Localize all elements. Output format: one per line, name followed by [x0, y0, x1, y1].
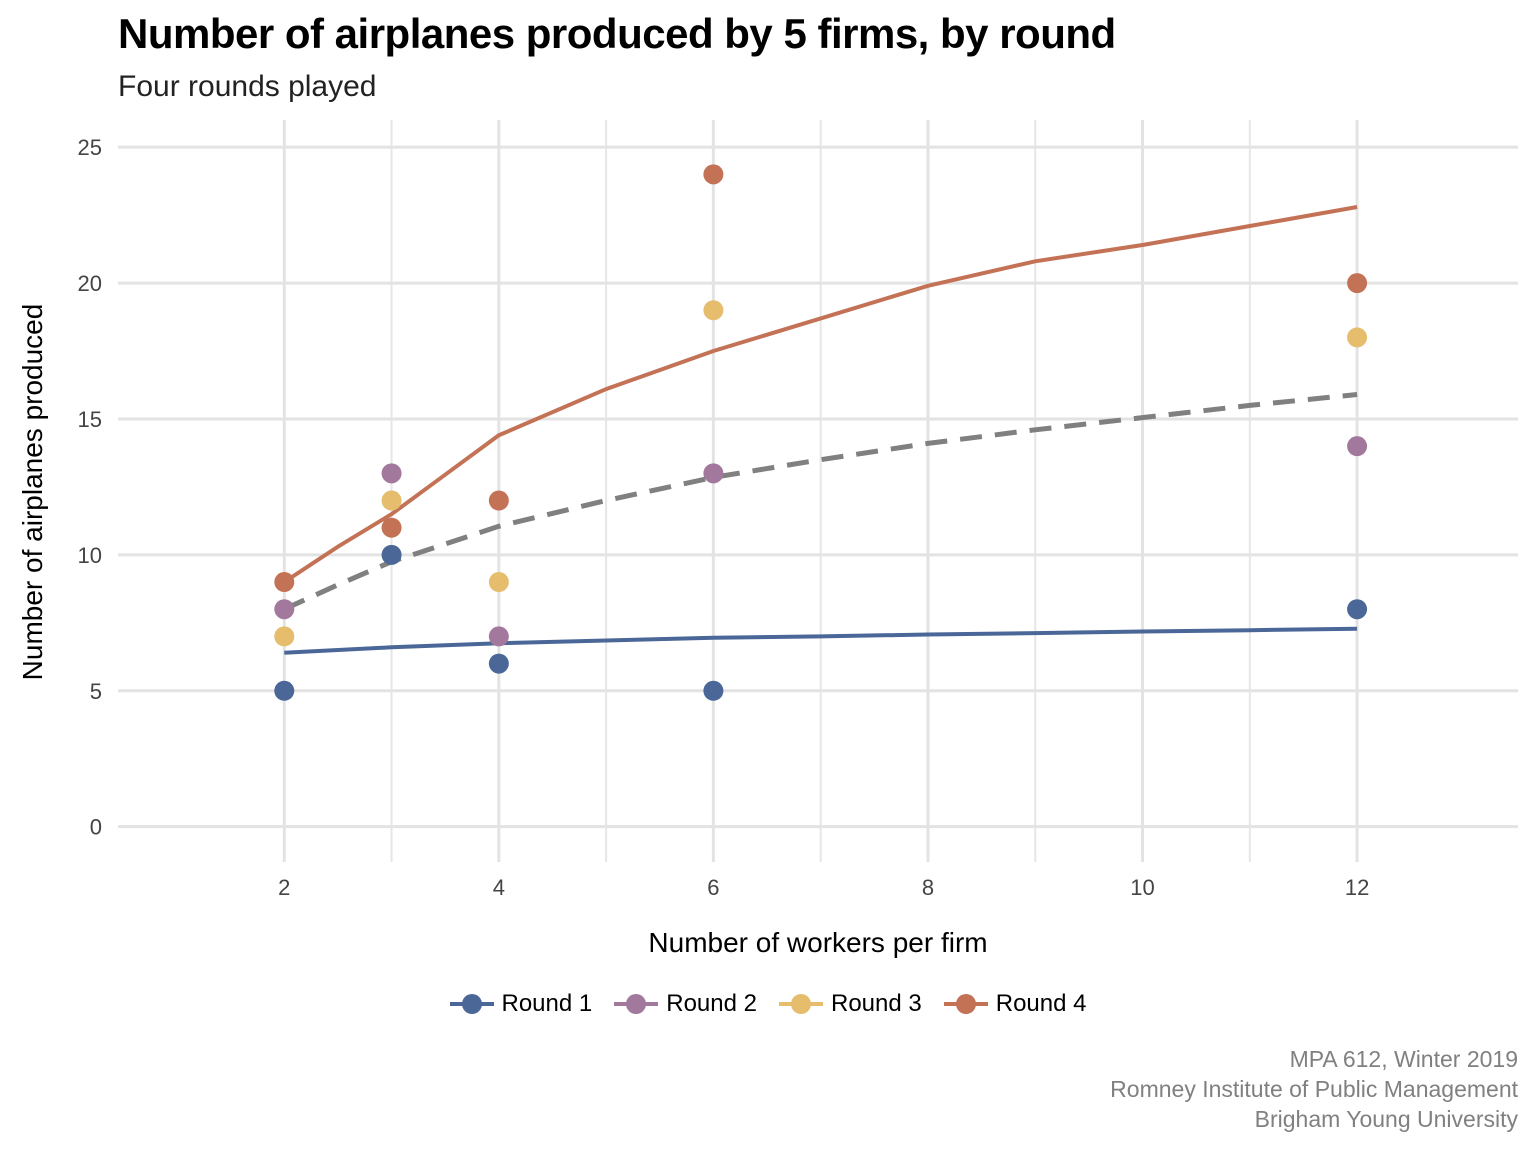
- point-round-2: [381, 463, 402, 484]
- point-round-4: [1347, 273, 1368, 294]
- caption: MPA 612, Winter 2019 Romney Institute of…: [1110, 1044, 1518, 1134]
- x-axis-title: Number of workers per firm: [648, 927, 987, 958]
- point-round-4: [381, 517, 402, 538]
- caption-line-2: Romney Institute of Public Management: [1110, 1076, 1518, 1102]
- legend-item-round-3: Round 3: [779, 990, 922, 1018]
- data-points: [274, 164, 1368, 701]
- point-round-2: [488, 626, 509, 647]
- point-round-3: [1347, 327, 1368, 348]
- y-tick-label: 0: [90, 815, 102, 840]
- legend-item-round-4: Round 4: [943, 990, 1087, 1018]
- legend-label: Round 3: [831, 990, 922, 1017]
- point-round-1: [1347, 599, 1368, 620]
- point-round-1: [274, 680, 295, 701]
- y-tick-label: 25: [78, 135, 102, 160]
- y-tick-label: 5: [90, 679, 102, 704]
- legend-label: Round 4: [995, 990, 1087, 1017]
- x-tick-label: 6: [707, 875, 719, 900]
- point-round-3: [381, 490, 402, 511]
- legend-key: [614, 992, 659, 1016]
- legend-item-round-1: Round 1: [449, 990, 593, 1018]
- point-round-3: [703, 300, 724, 321]
- y-tick-label: 15: [78, 407, 102, 432]
- legend-label: Round 1: [501, 990, 593, 1017]
- caption-line-1: MPA 612, Winter 2019: [1289, 1046, 1518, 1072]
- x-tick-label: 10: [1130, 875, 1154, 900]
- x-tick-label: 4: [493, 875, 505, 900]
- x-tick-label: 12: [1345, 875, 1369, 900]
- point-round-1: [703, 680, 724, 701]
- fit-line-round-1: [284, 626, 1358, 655]
- point-round-4: [274, 572, 295, 593]
- caption-line-3: Brigham Young University: [1254, 1106, 1518, 1132]
- legend-label: Round 2: [666, 990, 757, 1017]
- chart-subtitle: Four rounds played: [118, 70, 377, 103]
- fit-line-round-4: [283, 205, 1358, 584]
- point-round-4: [703, 164, 724, 185]
- chart-legend: Round 1 Round 2 Round 3 Round 4: [0, 990, 1536, 1018]
- point-round-3: [488, 572, 509, 593]
- point-round-1: [381, 544, 402, 565]
- point-round-2: [274, 599, 295, 620]
- grid-lines: [118, 120, 1518, 862]
- legend-key: [449, 992, 494, 1016]
- y-axis-title: Number of airplanes produced: [17, 304, 48, 681]
- legend-key: [943, 992, 988, 1016]
- y-tick-label: 10: [78, 543, 102, 568]
- chart-title: Number of airplanes produced by 5 firms,…: [118, 10, 1116, 57]
- x-tick-label: 2: [278, 875, 290, 900]
- point-round-1: [488, 653, 509, 674]
- legend-item-round-2: Round 2: [614, 990, 757, 1018]
- x-tick-label: 8: [922, 875, 934, 900]
- point-round-2: [1347, 436, 1368, 457]
- point-round-3: [274, 626, 295, 647]
- tick-labels: 2 4 6 8 10 12 0 5 10 15 20 25: [78, 135, 1370, 900]
- point-round-4: [488, 490, 509, 511]
- y-tick-label: 20: [78, 271, 102, 296]
- legend-key: [779, 992, 823, 1016]
- point-round-2: [703, 463, 724, 484]
